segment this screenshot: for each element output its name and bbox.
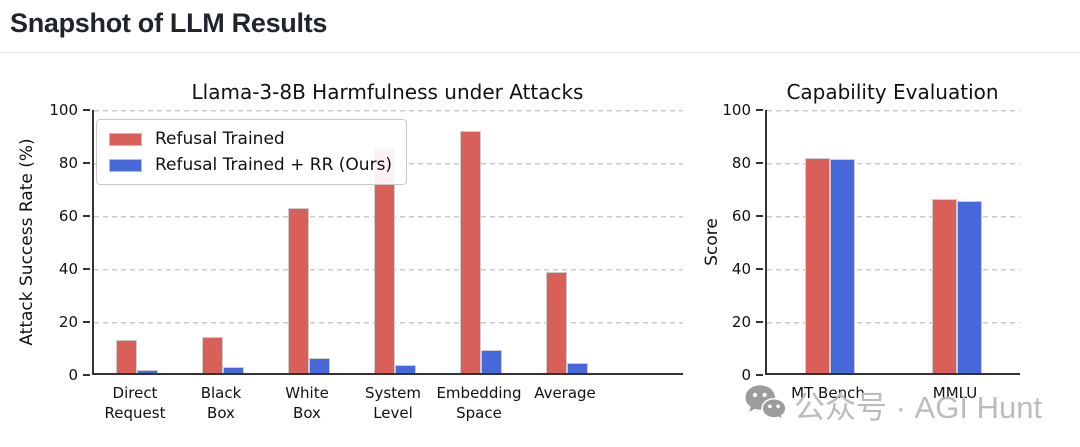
page-title: Snapshot of LLM Results	[10, 8, 328, 38]
x-category-label: Embedding Space	[436, 384, 522, 422]
bar-refusal-trained	[116, 340, 137, 373]
y-tick-mark	[756, 162, 763, 164]
y-tick-mark	[83, 109, 90, 111]
x-category-label: Black Box	[200, 384, 242, 422]
y-axis-label: Score	[702, 217, 722, 266]
y-tick-label: 60	[731, 207, 751, 225]
y-tick-label: 60	[58, 207, 78, 225]
bar-refusal-trained-rr	[137, 370, 158, 373]
bar-refusal-trained-rr	[957, 200, 982, 373]
gridline-20	[767, 321, 1020, 324]
chart-title: Llama-3-8B Harmfulness under Attacks	[191, 80, 584, 104]
bar-refusal-trained	[546, 272, 567, 373]
harmfulness-chart: Llama-3-8B Harmfulness under Attacks Atta…	[0, 60, 700, 447]
capability-chart: Capability Evaluation Score 0 20 40 60 80 100 MT…	[700, 60, 1080, 447]
y-tick-mark	[83, 162, 90, 164]
legend-label: Refusal Trained + RR (Ours)	[155, 155, 393, 175]
x-category-label: White Box	[285, 384, 329, 422]
y-tick-label: 40	[731, 260, 751, 278]
x-category-label: MMLU	[932, 384, 978, 402]
gridline-80	[767, 162, 1020, 165]
bar-refusal-trained	[202, 337, 223, 373]
y-tick-mark	[756, 109, 763, 111]
x-category-label: System Level	[365, 384, 421, 422]
legend-item: Refusal Trained	[109, 128, 392, 150]
bar-refusal-trained-rr	[223, 366, 244, 373]
y-tick-label: 0	[68, 366, 78, 384]
y-tick-mark	[756, 374, 763, 376]
y-tick-mark	[83, 215, 90, 217]
y-tick-mark	[756, 321, 763, 323]
y-tick-mark	[83, 321, 90, 323]
y-tick-mark	[756, 215, 763, 217]
bar-refusal-trained-rr	[481, 350, 502, 373]
y-tick-mark	[756, 268, 763, 270]
bar-refusal-trained	[805, 158, 830, 373]
legend-item: Refusal Trained + RR (Ours)	[109, 154, 392, 176]
y-tick-label: 20	[58, 313, 78, 331]
chart-title: Capability Evaluation	[786, 80, 999, 104]
x-category-label: Average	[534, 384, 596, 402]
bar-refusal-trained	[932, 198, 957, 373]
y-tick-label: 80	[731, 154, 751, 172]
y-tick-label: 0	[741, 366, 751, 384]
y-tick-label: 100	[49, 101, 78, 119]
watermark-text: 公众号 · AGI Hunt	[794, 390, 1043, 425]
y-tick-label: 100	[722, 101, 751, 119]
legend-swatch	[109, 158, 142, 172]
gridline-100	[94, 109, 683, 112]
gridline-60	[767, 215, 1020, 218]
x-category-label: Direct Request	[104, 384, 166, 422]
y-tick-mark	[83, 268, 90, 270]
legend-label: Refusal Trained	[155, 129, 285, 149]
plot-area	[765, 109, 1020, 375]
y-tick-label: 20	[731, 313, 751, 331]
bar-refusal-trained-rr	[567, 363, 588, 373]
y-axis-label: Attack Success Rate (%)	[17, 137, 37, 346]
y-tick-label: 40	[58, 260, 78, 278]
legend: Refusal Trained Refusal Trained + RR (Our…	[96, 119, 408, 185]
title-divider	[0, 52, 1080, 53]
watermark: 公众号 · AGI Hunt	[744, 382, 1042, 427]
bar-refusal-trained-rr	[395, 365, 416, 373]
bar-refusal-trained-rr	[309, 357, 330, 373]
bar-refusal-trained	[460, 131, 481, 373]
bar-refusal-trained	[288, 208, 309, 373]
y-tick-label: 80	[58, 154, 78, 172]
gridline-40	[767, 268, 1020, 271]
plot-area	[92, 109, 683, 375]
y-tick-mark	[83, 374, 90, 376]
gridline-100	[767, 109, 1020, 112]
wechat-icon	[744, 384, 787, 426]
bar-refusal-trained-rr	[830, 159, 855, 373]
legend-swatch	[109, 132, 142, 146]
x-category-label: MT Bench	[791, 384, 865, 402]
